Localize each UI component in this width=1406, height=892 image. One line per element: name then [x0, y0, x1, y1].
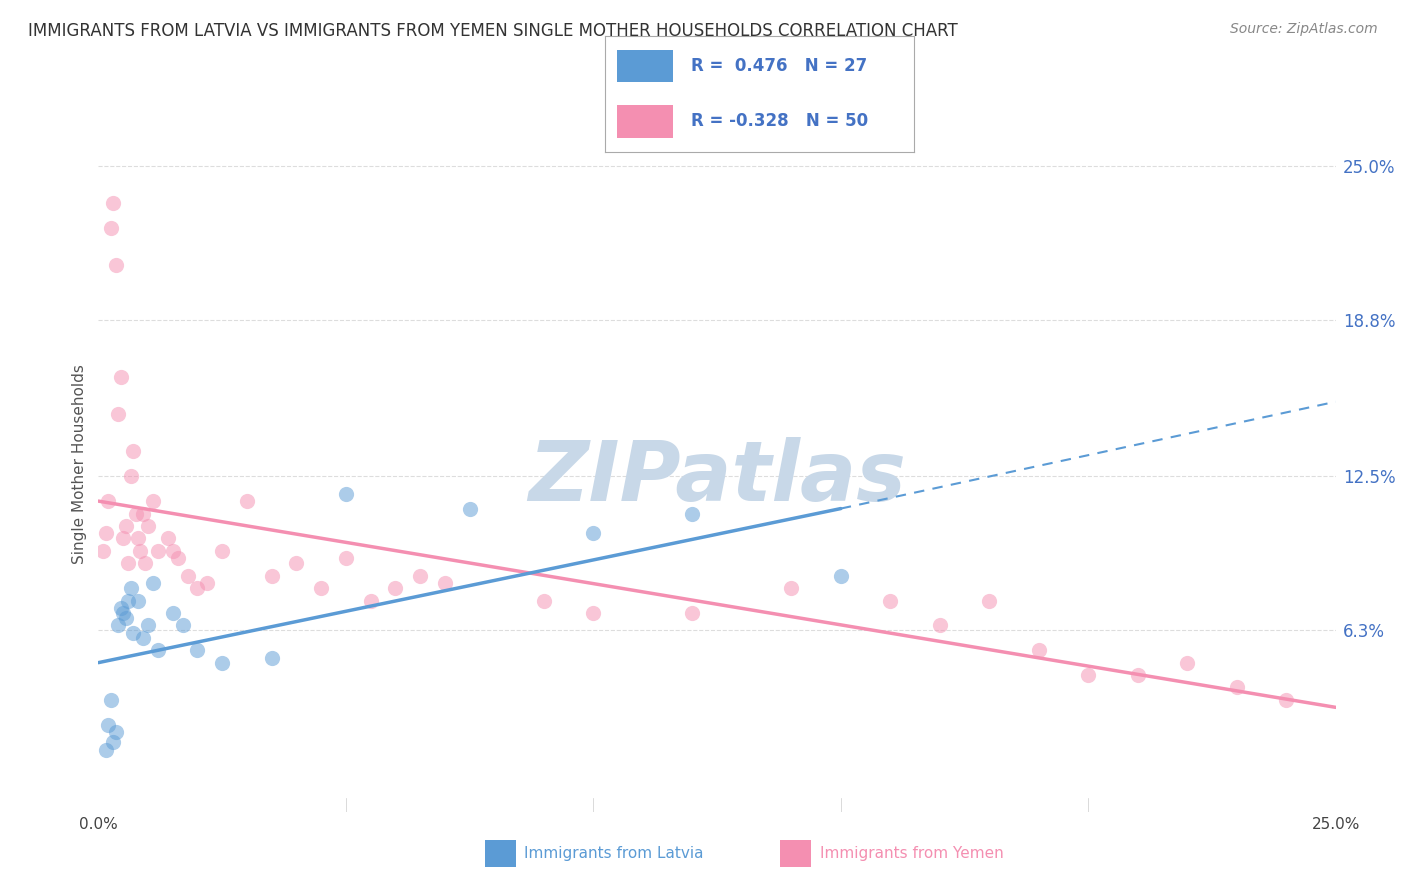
- Text: R =  0.476   N = 27: R = 0.476 N = 27: [692, 57, 868, 75]
- Point: [433, 576, 456, 591]
- Point: [97, 717, 120, 731]
- Text: ZIPatlas: ZIPatlas: [529, 437, 905, 518]
- Point: [1275, 693, 1298, 707]
- Point: [162, 606, 184, 620]
- Point: [176, 568, 198, 582]
- Point: [110, 370, 132, 384]
- Point: [100, 220, 122, 235]
- Point: [458, 501, 481, 516]
- Point: [107, 618, 129, 632]
- Point: [142, 576, 165, 591]
- Point: [236, 494, 259, 508]
- Point: [681, 507, 703, 521]
- Point: [124, 507, 146, 521]
- Point: [112, 606, 135, 620]
- Point: [120, 469, 142, 483]
- Point: [134, 556, 156, 570]
- Point: [114, 519, 136, 533]
- Text: R = -0.328   N = 50: R = -0.328 N = 50: [692, 112, 869, 130]
- Point: [335, 486, 357, 500]
- Point: [360, 593, 382, 607]
- Point: [97, 494, 120, 508]
- Point: [156, 532, 179, 546]
- Point: [132, 507, 155, 521]
- Text: Immigrants from Yemen: Immigrants from Yemen: [820, 847, 1004, 861]
- FancyBboxPatch shape: [617, 50, 672, 82]
- Point: [117, 593, 139, 607]
- Point: [780, 581, 803, 595]
- Point: [582, 526, 605, 541]
- Point: [112, 532, 135, 546]
- Point: [681, 606, 703, 620]
- Point: [1077, 668, 1099, 682]
- Point: [127, 593, 149, 607]
- Point: [122, 444, 145, 458]
- Text: Immigrants from Latvia: Immigrants from Latvia: [524, 847, 704, 861]
- Point: [114, 611, 136, 625]
- Point: [211, 544, 233, 558]
- Point: [94, 526, 117, 541]
- Point: [166, 551, 188, 566]
- Point: [172, 618, 194, 632]
- Point: [104, 725, 127, 739]
- Point: [260, 650, 283, 665]
- Point: [104, 258, 127, 272]
- Point: [285, 556, 308, 570]
- Point: [195, 576, 218, 591]
- Point: [136, 618, 159, 632]
- Point: [146, 643, 169, 657]
- Text: IMMIGRANTS FROM LATVIA VS IMMIGRANTS FROM YEMEN SINGLE MOTHER HOUSEHOLDS CORRELA: IMMIGRANTS FROM LATVIA VS IMMIGRANTS FRO…: [28, 22, 957, 40]
- Point: [1028, 643, 1050, 657]
- Point: [94, 742, 117, 756]
- Point: [260, 568, 283, 582]
- Point: [211, 656, 233, 670]
- Point: [335, 551, 357, 566]
- Point: [309, 581, 332, 595]
- Point: [107, 407, 129, 421]
- FancyBboxPatch shape: [617, 105, 672, 137]
- Point: [409, 568, 432, 582]
- Point: [110, 601, 132, 615]
- Y-axis label: Single Mother Households: Single Mother Households: [72, 364, 87, 564]
- Point: [146, 544, 169, 558]
- Text: Source: ZipAtlas.com: Source: ZipAtlas.com: [1230, 22, 1378, 37]
- Point: [879, 593, 901, 607]
- Point: [120, 581, 142, 595]
- Point: [979, 593, 1001, 607]
- Point: [93, 544, 115, 558]
- Point: [384, 581, 406, 595]
- Point: [928, 618, 950, 632]
- Point: [582, 606, 605, 620]
- Point: [129, 544, 152, 558]
- Point: [186, 581, 208, 595]
- Point: [132, 631, 155, 645]
- Point: [1126, 668, 1149, 682]
- Point: [100, 693, 122, 707]
- Point: [1175, 656, 1198, 670]
- Point: [122, 625, 145, 640]
- Point: [186, 643, 208, 657]
- Point: [117, 556, 139, 570]
- Point: [830, 568, 852, 582]
- Point: [1226, 681, 1249, 695]
- Point: [136, 519, 159, 533]
- Point: [162, 544, 184, 558]
- Point: [103, 735, 125, 749]
- Point: [127, 532, 149, 546]
- Point: [533, 593, 555, 607]
- Point: [103, 196, 125, 211]
- Point: [142, 494, 165, 508]
